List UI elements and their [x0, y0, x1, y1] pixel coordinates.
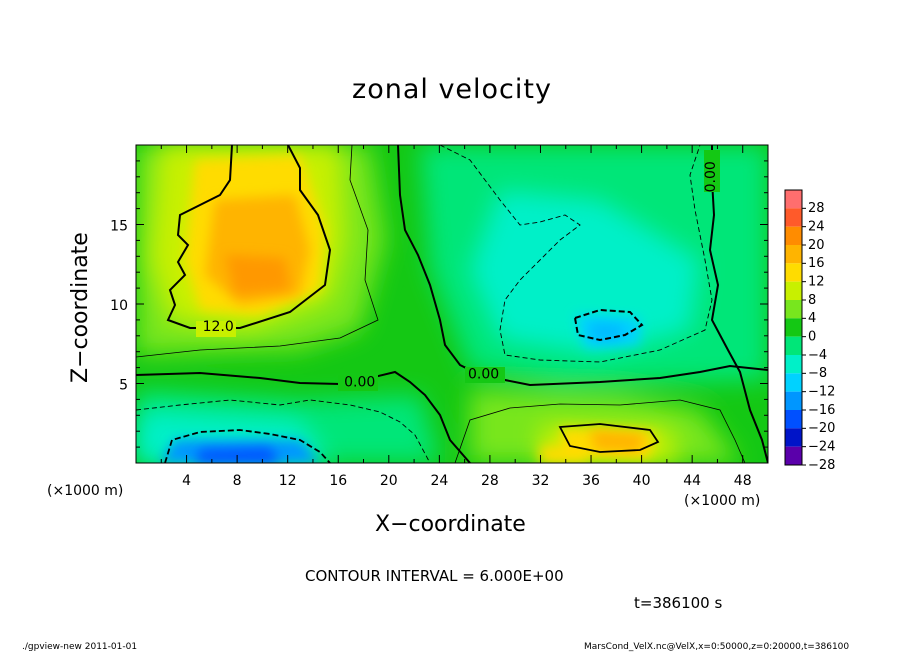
colorbar: 28 24 20 16 12 8 4 0 −4 −8 −12 −16 −20 −24 −28 [784, 189, 835, 473]
y-tick-label: 5 [119, 378, 128, 394]
contour-label: 0.00 [344, 375, 375, 391]
time-text: t=386100 s [634, 594, 723, 612]
x-tick-label: 40 [633, 473, 651, 489]
footer-right: MarsCond_VelX.nc@VelX,x=0:50000,z=0:2000… [584, 642, 850, 652]
colorbar-swatch [785, 446, 802, 465]
colorbar-swatch [785, 336, 802, 355]
colorbar-swatch [785, 208, 802, 227]
colorbar-label: 4 [808, 311, 816, 326]
colorbar-swatch [785, 318, 802, 337]
x-axis-label: X−coordinate [375, 512, 526, 537]
colorbar-label: −12 [808, 385, 835, 400]
contour-label-group [196, 150, 720, 391]
x-tick-label: 32 [532, 473, 550, 489]
y-axis-label: Z−coordinate [68, 232, 93, 383]
x-tick-label: 20 [380, 473, 398, 489]
colorbar-label: 0 [808, 330, 816, 345]
colorbar-swatch [785, 226, 802, 245]
colorbar-swatch [785, 245, 802, 264]
contour-interval-text: CONTOUR INTERVAL = 6.000E+00 [305, 567, 564, 585]
colorbar-swatch [785, 428, 802, 447]
colorbar-label: −24 [808, 440, 835, 455]
contour-label: 12.0 [203, 319, 234, 335]
x-tick-label: 28 [481, 473, 499, 489]
colorbar-label: 24 [808, 220, 825, 235]
colorbar-label: 28 [808, 201, 825, 216]
colorbar-label: −4 [808, 348, 827, 363]
x-unit-left: (×1000 m) [47, 483, 124, 499]
colorbar-label: 12 [808, 275, 825, 290]
colorbar-swatch [785, 281, 802, 300]
footer-left: ./gpview-new 2011-01-01 [22, 642, 138, 652]
colorbar-swatch [785, 190, 802, 209]
colorbar-label: −16 [808, 403, 835, 418]
x-tick-label: 24 [430, 473, 448, 489]
colorbar-swatch [785, 373, 802, 392]
heatmap-field [136, 145, 768, 463]
colorbar-label: 20 [808, 238, 825, 253]
x-tick-label: 12 [279, 473, 297, 489]
x-tick-label: 4 [182, 473, 191, 489]
colorbar-label: 8 [808, 293, 816, 308]
x-tick-label: 16 [329, 473, 347, 489]
colorbar-label: −8 [808, 366, 827, 381]
colorbar-swatch [785, 263, 802, 282]
colorbar-label: −28 [808, 458, 835, 473]
x-ticks: 4 8 12 16 20 24 28 32 36 40 44 48 [160, 145, 752, 489]
y-tick-label: 10 [110, 298, 128, 314]
y-tick-label: 15 [110, 219, 128, 235]
contour-label: 0.00 [468, 367, 499, 383]
colorbar-label: 16 [808, 256, 825, 271]
y-ticks: 5 10 15 [110, 160, 768, 448]
colorbar-swatch [785, 355, 802, 374]
colorbar-label: −20 [808, 421, 835, 436]
contour-label: 0.00 [703, 161, 719, 192]
colorbar-swatch [785, 391, 802, 410]
x-tick-label: 36 [582, 473, 600, 489]
colorbar-swatch [785, 410, 802, 429]
x-tick-label: 44 [683, 473, 701, 489]
chart-title: zonal velocity [352, 74, 552, 105]
x-tick-label: 48 [734, 473, 752, 489]
contour-lines [136, 145, 768, 463]
x-unit-right: (×1000 m) [684, 493, 761, 509]
colorbar-frame [784, 189, 803, 466]
x-tick-label: 8 [233, 473, 242, 489]
contour-labels: 12.0 0.00 0.00 0.00 [203, 161, 719, 390]
colorbar-swatch [785, 300, 802, 319]
